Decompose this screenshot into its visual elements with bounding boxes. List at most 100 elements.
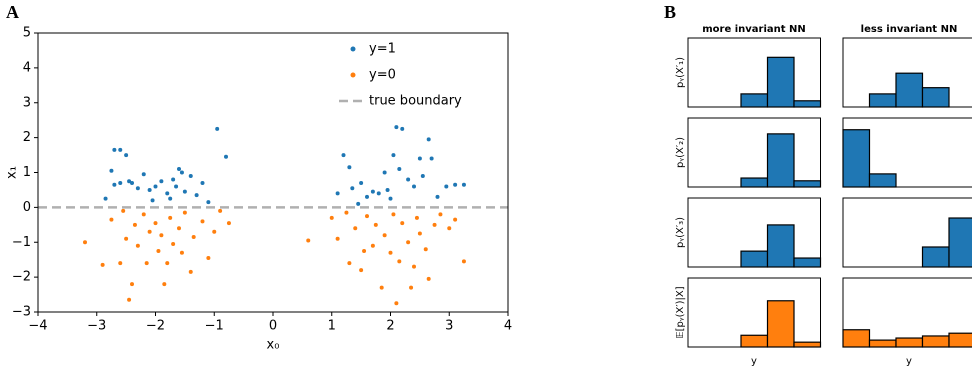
point [206, 200, 211, 205]
row-label: 𝔼[pᵧ(X′)|X] [675, 286, 686, 338]
point [356, 201, 361, 206]
point [224, 154, 228, 159]
legend-label: true boundary [369, 94, 462, 109]
point [118, 261, 123, 266]
point [191, 235, 196, 240]
y-tick-label: −2 [12, 270, 31, 285]
point [168, 215, 173, 220]
point [112, 147, 117, 152]
point [212, 229, 217, 234]
point [438, 212, 443, 217]
bar [868, 173, 897, 188]
point [141, 172, 146, 177]
point [83, 240, 87, 245]
point [353, 226, 358, 231]
point [347, 261, 352, 266]
point [397, 167, 402, 172]
point [153, 184, 158, 189]
axes-frame [842, 37, 972, 108]
bar [793, 180, 822, 188]
point [200, 219, 205, 224]
point [182, 189, 187, 194]
point [435, 194, 440, 199]
point [426, 276, 431, 281]
point [453, 182, 458, 187]
point [306, 238, 311, 243]
x-tick-label: 3 [445, 319, 453, 334]
point [341, 153, 346, 158]
column-title: more invariant NN [702, 24, 806, 35]
point [397, 259, 402, 264]
x-tick-label: −1 [205, 319, 224, 334]
point [162, 282, 167, 287]
x-axis-label: x₀ [267, 338, 280, 353]
point [376, 191, 381, 196]
point [144, 261, 149, 266]
point [179, 250, 184, 255]
point [391, 212, 396, 217]
point [147, 187, 152, 192]
point [335, 236, 340, 241]
point [165, 261, 170, 266]
bar [793, 257, 822, 268]
point [423, 247, 428, 252]
x-axis-label: y [906, 356, 912, 367]
point [215, 126, 220, 131]
point [127, 179, 132, 184]
point [406, 177, 411, 182]
point [412, 264, 416, 269]
y-tick-label: 1 [23, 165, 31, 180]
point [365, 194, 369, 199]
y-tick-label: 3 [23, 95, 31, 110]
point [174, 184, 179, 189]
point [391, 153, 396, 158]
bar [766, 133, 795, 188]
point [100, 262, 105, 267]
legend-marker [350, 72, 356, 78]
point [156, 248, 161, 253]
point [400, 221, 405, 226]
panel-label: B [664, 2, 676, 22]
point [461, 259, 466, 264]
point [362, 248, 367, 253]
point [429, 156, 434, 161]
row-label: pᵧ(X′₂) [675, 137, 686, 168]
axes-frame [842, 277, 972, 348]
y-tick-label: 5 [23, 26, 31, 41]
y-tick-label: −3 [12, 305, 31, 320]
axes-frame [842, 117, 972, 188]
point [394, 125, 399, 130]
point [177, 167, 181, 172]
point [400, 126, 405, 131]
bar [766, 300, 795, 348]
point [109, 217, 114, 222]
bar [740, 334, 769, 348]
y-tick-label: 4 [23, 60, 31, 75]
axes-frame [687, 37, 821, 108]
bar [766, 56, 795, 108]
y-axis-label: x₁ [5, 166, 20, 179]
point [461, 182, 466, 187]
point [406, 240, 411, 245]
point [350, 186, 355, 191]
point [153, 221, 158, 226]
x-tick-label: 0 [269, 319, 277, 334]
bar [868, 339, 897, 348]
bar [921, 335, 950, 348]
point [335, 191, 340, 196]
bar [948, 332, 972, 348]
point [453, 217, 458, 222]
point [118, 147, 123, 152]
point [177, 226, 181, 231]
point [417, 231, 422, 236]
point [127, 297, 132, 302]
point [141, 212, 146, 217]
row-label: pᵧ(X′₁) [675, 57, 686, 88]
legend-label: y=1 [369, 42, 396, 57]
axes-frame [687, 277, 821, 348]
axes-frame [687, 117, 821, 188]
panel-label: A [6, 2, 19, 22]
axes-frame [37, 32, 509, 313]
point [200, 180, 205, 185]
point [412, 184, 416, 189]
